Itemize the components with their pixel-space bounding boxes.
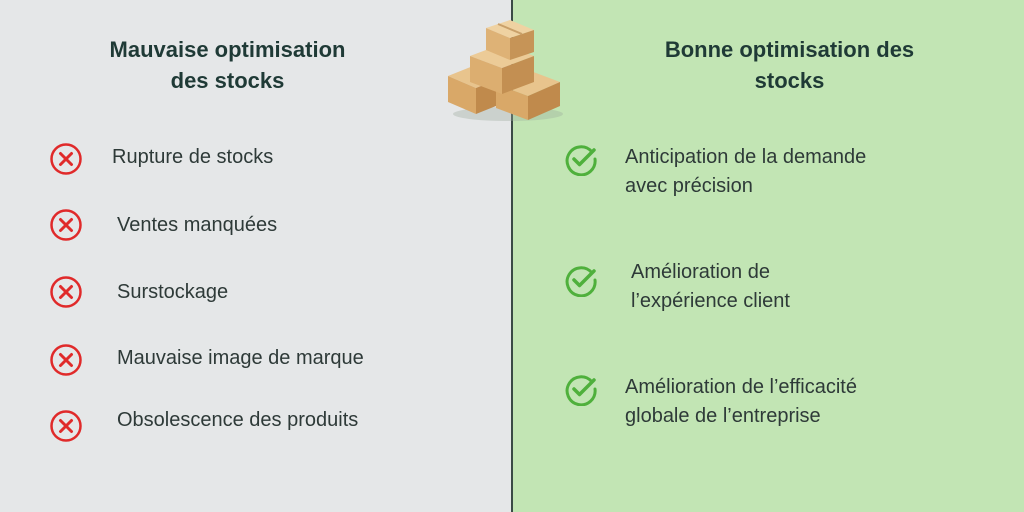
red-x-circle-icon (50, 410, 82, 442)
green-check-circle-icon (565, 266, 597, 297)
good-item-1: Anticipation de la demande avec précisio… (625, 146, 867, 197)
cardboard-boxes-illustration (448, 20, 563, 121)
bad-item-3: Surstockage (117, 281, 229, 303)
good-item-3: Amélioration de l’efficacité globale de … (625, 376, 857, 427)
red-x-circle-icon (50, 143, 82, 175)
green-check-circle-icon (565, 145, 597, 176)
bad-item-2: Ventes manquées (117, 214, 278, 236)
center-divider (511, 0, 513, 512)
good-optimization-panel (512, 0, 1024, 512)
good-optimization-title: Bonne optimisation des stocks (664, 37, 915, 93)
bad-item-5: Obsolescence des produits (117, 409, 359, 431)
good-item-2: Amélioration de l’expérience client (631, 261, 790, 312)
green-check-circle-icon (565, 375, 597, 406)
bad-item-1: Rupture de stocks (112, 146, 274, 168)
red-x-circle-icon (50, 276, 82, 308)
bad-optimization-panel (0, 0, 512, 512)
bad-optimization-title: Mauvaise optimisation des stocks (109, 37, 346, 93)
red-x-circle-icon (50, 344, 82, 376)
bad-item-4: Mauvaise image de marque (117, 347, 364, 369)
red-x-circle-icon (50, 209, 82, 241)
